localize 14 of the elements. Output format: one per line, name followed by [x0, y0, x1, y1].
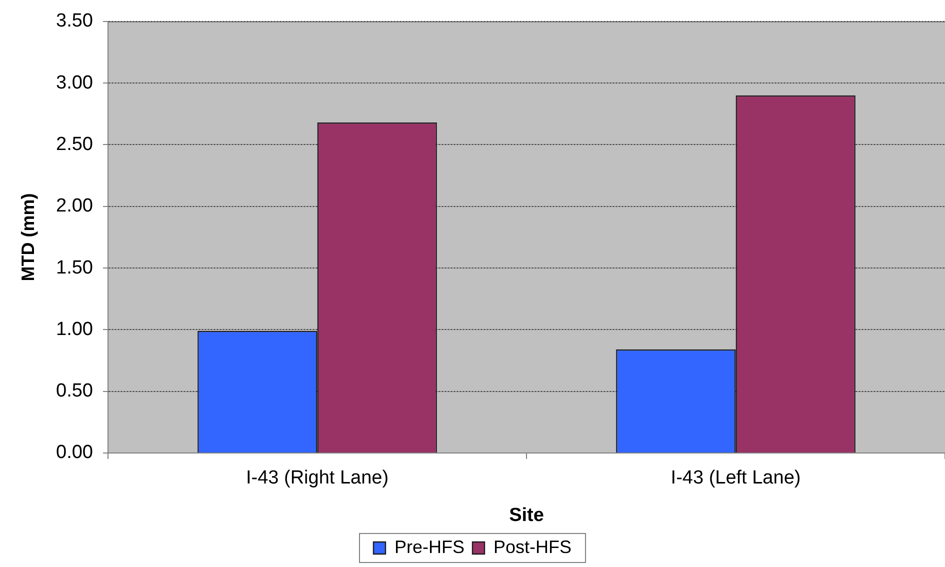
y-tick-label: 0.00 — [56, 442, 93, 464]
y-tick-label: 1.00 — [56, 318, 93, 340]
y-axis-title: MTD (mm) — [18, 193, 38, 282]
y-tick-label: 0.50 — [56, 380, 93, 402]
x-axis-title: Site — [509, 504, 544, 526]
y-tick-label: 3.50 — [56, 10, 93, 32]
y-tick-label: 3.00 — [56, 72, 93, 94]
y-tick-label: 1.50 — [56, 257, 93, 278]
legend-label: Pre-HFS — [394, 536, 465, 557]
legend-label: Post-HFS — [493, 536, 572, 557]
x-tick-label: I-43 (Left Lane) — [670, 468, 801, 489]
y-tick-label: 2.50 — [56, 134, 93, 155]
x-tick-label: I-43 (Right Lane) — [246, 468, 389, 489]
y-tick-label: 2.00 — [56, 196, 93, 217]
